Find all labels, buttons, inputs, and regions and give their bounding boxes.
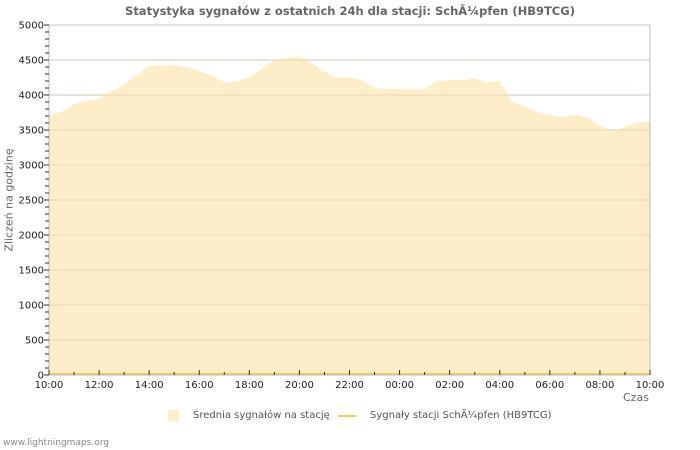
svg-text:500: 500	[25, 336, 44, 347]
svg-text:0: 0	[38, 371, 44, 382]
svg-text:10:00: 10:00	[35, 380, 64, 391]
svg-text:08:00: 08:00	[586, 380, 615, 391]
svg-text:06:00: 06:00	[535, 380, 564, 391]
x-axis-label: Czas	[623, 391, 649, 404]
area-swatch-icon	[168, 410, 179, 421]
svg-text:04:00: 04:00	[485, 380, 514, 391]
legend-item-average[interactable]: Średnia sygnałów na stację	[168, 410, 330, 421]
svg-text:16:00: 16:00	[185, 380, 214, 391]
svg-text:4000: 4000	[19, 91, 44, 102]
svg-text:02:00: 02:00	[435, 380, 464, 391]
footer-credit: www.lightningmaps.org	[3, 438, 109, 448]
y-axis-ticks: 0 500 1000 1500 2000 2500 3000 3500 4000 4500 5000	[19, 21, 49, 382]
legend-label-station: Sygnały stacji SchÃ¼pfen (HB9TCG)	[370, 410, 552, 421]
y-axis-label: Zliczeń na godzinę	[2, 148, 16, 252]
chart-title: Statystyka sygnałów z ostatnich 24h dla …	[125, 4, 575, 18]
svg-text:4500: 4500	[19, 56, 44, 67]
svg-text:1000: 1000	[19, 301, 44, 312]
legend-item-station[interactable]: Sygnały stacji SchÃ¼pfen (HB9TCG)	[338, 410, 552, 421]
svg-text:10:00: 10:00	[636, 380, 665, 391]
svg-text:1500: 1500	[19, 266, 44, 277]
svg-text:3500: 3500	[19, 126, 44, 137]
legend-label-average: Średnia sygnałów na stację	[193, 410, 330, 421]
svg-text:00:00: 00:00	[385, 380, 414, 391]
svg-text:20:00: 20:00	[285, 380, 314, 391]
legend: Średnia sygnałów na stację Sygnały stacj…	[0, 410, 700, 428]
line-swatch-icon	[338, 414, 356, 417]
grid-lines-over-area	[49, 24, 650, 341]
x-axis-ticks: 10:00 12:00 14:00 16:00 18:00 20:00 22:00 00:00…	[35, 370, 665, 391]
chart-plot: 0 500 1000 1500 2000 2500 3000 3500 4000 4500 5000…	[19, 21, 665, 392]
svg-text:2000: 2000	[19, 231, 44, 242]
svg-text:2500: 2500	[19, 196, 44, 207]
svg-text:5000: 5000	[19, 21, 44, 32]
svg-text:3000: 3000	[19, 161, 44, 172]
svg-text:22:00: 22:00	[335, 380, 364, 391]
svg-text:18:00: 18:00	[235, 380, 264, 391]
average-signals-area	[49, 56, 650, 375]
svg-text:14:00: 14:00	[135, 380, 164, 391]
svg-text:12:00: 12:00	[85, 380, 114, 391]
